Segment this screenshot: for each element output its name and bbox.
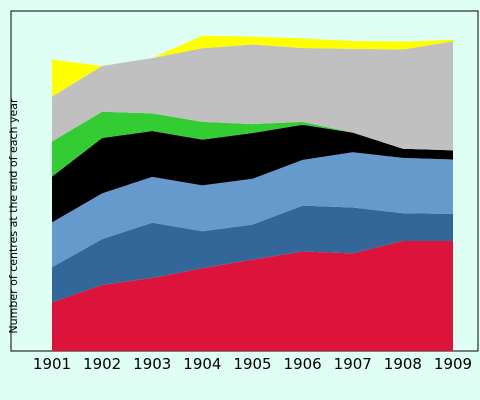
area-series-6 xyxy=(52,41,453,151)
x-tick-label: 1901 xyxy=(33,355,71,373)
x-tick-label: 1908 xyxy=(384,355,422,373)
series-areas xyxy=(52,35,453,351)
x-tick-label: 1905 xyxy=(233,355,271,373)
x-tick-label: 1904 xyxy=(183,355,221,373)
x-axis-ticks: 1901 1902 1903 1904 1905 1906 1907 1908 1909 xyxy=(33,355,472,373)
x-tick-label: 1902 xyxy=(83,355,121,373)
area-series-4 xyxy=(52,124,453,223)
y-axis-label: Number of centres at the end of each yea… xyxy=(7,98,20,334)
area-series-3 xyxy=(52,152,453,268)
area-series-5 xyxy=(52,111,453,177)
area-series-7 xyxy=(52,35,453,97)
x-tick-label: 1909 xyxy=(434,355,472,373)
area-series-2 xyxy=(52,205,453,303)
x-tick-label: 1903 xyxy=(133,355,171,373)
area-series-1 xyxy=(52,241,453,351)
x-tick-label: 1906 xyxy=(284,355,322,373)
x-tick-label: 1907 xyxy=(334,355,372,373)
